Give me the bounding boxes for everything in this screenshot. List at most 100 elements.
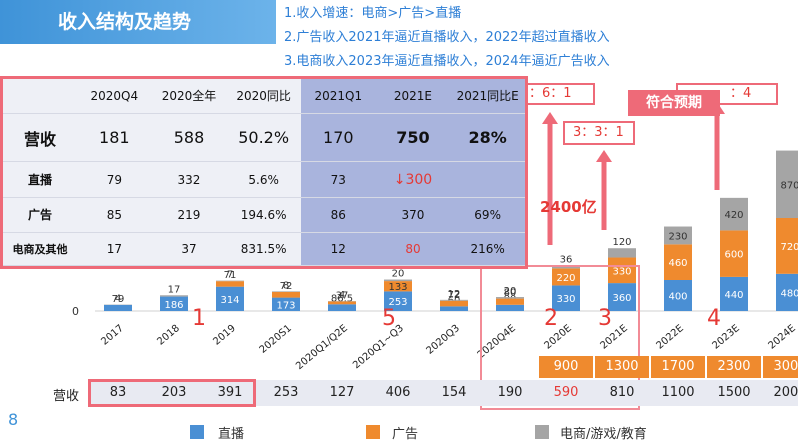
bar-value-label: 400 <box>668 292 687 303</box>
table-header-row: 2020Q4 2020全年 2020同比 2021Q1 2021E 2021同比… <box>3 79 525 113</box>
marker-3: 3 <box>598 306 612 331</box>
legend-swatch-ecom <box>535 425 549 439</box>
note-3: 3.电商收入2023年逼近直播收入，2024年逼近广告收入 <box>284 50 610 69</box>
table-cell: 588 <box>152 113 227 162</box>
revenue-cell: 127 <box>314 385 370 400</box>
revenue-highlight-box <box>88 379 256 407</box>
table-cell: 332 <box>152 162 227 197</box>
bar-value-label: 314 <box>220 295 239 306</box>
revenue-cell: 1500 <box>706 385 762 400</box>
bar-value-label: 7 <box>227 270 233 281</box>
table-cell: 831.5% <box>226 232 301 265</box>
x-tick-label: 2020Q1~Q3 <box>351 323 406 371</box>
bar-segment <box>440 306 468 311</box>
page-title: 收入结构及趋势 <box>0 0 276 44</box>
bar-value-label: 120 <box>612 237 631 248</box>
ad-revenue-cell: 2300 <box>707 356 761 378</box>
legend-live: 直播 <box>218 423 244 442</box>
bar-value-label: 4 <box>339 290 345 301</box>
table-row: 营收 181 588 50.2% 170 750 28% <box>3 113 525 162</box>
table-cell <box>450 162 525 197</box>
meets-expectation-badge: 符合预期 <box>628 90 720 116</box>
table-header-cell: 2020全年 <box>152 79 227 113</box>
row-label: 电商及其他 <box>3 232 77 265</box>
table-cell: 37 <box>152 232 227 265</box>
table-header-cell: 2021Q1 <box>301 79 376 113</box>
bar-value-label: 230 <box>668 231 687 242</box>
bar-value-label: 173 <box>276 300 295 311</box>
table-cell: 50.2% <box>226 113 301 162</box>
bar-value-label: 600 <box>724 250 743 261</box>
ratio-callout-b: 3：3：1 <box>563 121 635 145</box>
x-tick-label: 2018 <box>155 323 182 348</box>
table-cell: 194.6% <box>226 197 301 232</box>
bar-value-label: 186 <box>164 300 183 311</box>
x-tick-label: 2020Q1/Q2E <box>294 323 350 372</box>
bar-value-label: 870 <box>780 180 798 191</box>
bar-value-label: 12 <box>448 289 461 300</box>
note-1: 1.收入增速：电商>广告>直播 <box>284 2 461 21</box>
table-header-cell: 2021E <box>376 79 451 113</box>
revenue-cell: 253 <box>258 385 314 400</box>
table-cell: 170 <box>301 113 376 162</box>
marker-2: 2 <box>544 306 558 331</box>
revenue-cell: 1100 <box>650 385 706 400</box>
ad-revenue-cell: 1700 <box>651 356 705 378</box>
ad-revenue-cell: 3000 <box>763 356 798 378</box>
table-cell: 17 <box>77 232 152 265</box>
bar-segment <box>104 305 132 311</box>
x-tick-label: 2024E <box>767 323 798 352</box>
table-cell: 12 <box>301 232 376 265</box>
trend-arrow-head <box>596 150 612 162</box>
table-row: 直播 79 332 5.6% 73 ↓300 <box>3 162 525 197</box>
note-2: 2.广告收入2021年逼近直播收入，2022年超过直播收入 <box>284 26 610 45</box>
trend-arrow-head <box>542 112 558 124</box>
bar-segment <box>328 304 356 311</box>
revenue-cell: 2000 <box>762 385 798 400</box>
row-label: 广告 <box>3 197 77 232</box>
bar-segment <box>216 281 244 287</box>
bar-segment <box>440 300 468 301</box>
table-cell: 79 <box>77 162 152 197</box>
ad-revenue-cell: 900 <box>539 356 593 378</box>
revenue-cell: 590 <box>538 385 594 400</box>
bar-segment <box>384 280 412 282</box>
bar-value-label: 720 <box>780 242 798 253</box>
summary-table: 2020Q4 2020全年 2020同比 2021Q1 2021E 2021同比… <box>0 76 528 269</box>
table-header-cell: 2020同比 <box>226 79 301 113</box>
table-cell: 28% <box>450 113 525 162</box>
revenue-row-label: 营收 <box>46 385 86 404</box>
bar-segment <box>608 248 636 257</box>
x-tick-label: 2022E <box>655 323 686 352</box>
ad-revenue-cell: 1300 <box>595 356 649 378</box>
row-label: 直播 <box>3 162 77 197</box>
table-header-cell <box>3 79 77 113</box>
table-cell: 85 <box>77 197 152 232</box>
table-cell: 5.6% <box>226 162 301 197</box>
bar-value-label: 460 <box>668 258 687 269</box>
bar-value-label: 8 <box>283 280 289 291</box>
page-number: 8 <box>8 410 18 429</box>
bar-value-label: 36 <box>560 255 573 266</box>
table-cell: 181 <box>77 113 152 162</box>
x-tick-label: 2017 <box>99 323 126 348</box>
revenue-cell: 810 <box>594 385 650 400</box>
marker-1: 1 <box>192 306 206 331</box>
table-cell: ↓300 <box>376 162 451 197</box>
table-header-cell: 2020Q4 <box>77 79 152 113</box>
bar-value-label: 480 <box>780 288 798 299</box>
table-cell: 69% <box>450 197 525 232</box>
table-cell: 370 <box>376 197 451 232</box>
x-tick-label: 2019 <box>211 323 238 348</box>
legend-ecom: 电商/游戏/教育 <box>560 423 647 442</box>
bar-value-label: 17 <box>168 284 181 295</box>
bar-value-label: 20 <box>392 269 405 280</box>
ratio-callout-a: ：6：1 <box>519 83 595 105</box>
revenue-cell: 190 <box>482 385 538 400</box>
bar-value-label: 133 <box>388 282 407 293</box>
bar-value-label: 420 <box>724 210 743 221</box>
table-cell: 750 <box>376 113 451 162</box>
table-cell: 86 <box>301 197 376 232</box>
table-cell: 216% <box>450 232 525 265</box>
bar-segment <box>328 301 356 304</box>
